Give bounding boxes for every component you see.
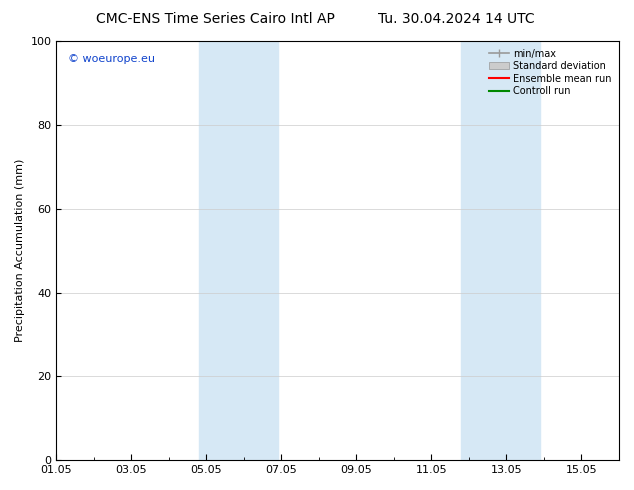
Text: CMC-ENS Time Series Cairo Intl AP: CMC-ENS Time Series Cairo Intl AP <box>96 12 335 26</box>
Bar <box>199 41 278 460</box>
Legend: min/max, Standard deviation, Ensemble mean run, Controll run: min/max, Standard deviation, Ensemble me… <box>486 46 614 99</box>
Text: Tu. 30.04.2024 14 UTC: Tu. 30.04.2024 14 UTC <box>378 12 535 26</box>
Text: © woeurope.eu: © woeurope.eu <box>68 53 155 64</box>
Y-axis label: Precipitation Accumulation (mm): Precipitation Accumulation (mm) <box>15 159 25 343</box>
Bar <box>462 41 540 460</box>
